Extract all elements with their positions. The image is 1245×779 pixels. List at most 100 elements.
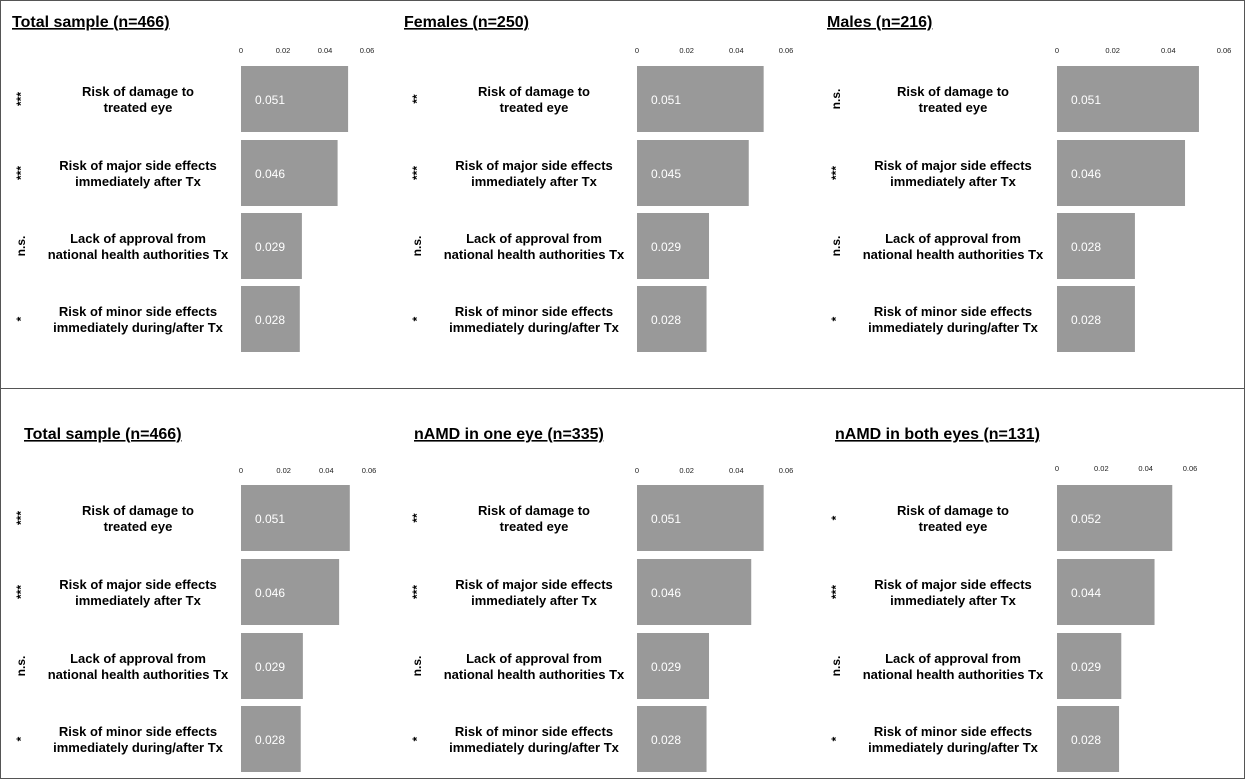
panel-title: Males (n=216): [827, 14, 932, 31]
category-label: treated eye: [104, 519, 173, 534]
data-label: 0.051: [651, 93, 681, 107]
significance-marker: ***: [14, 511, 28, 525]
bar: [637, 140, 749, 206]
panel-title: Total sample (n=466): [12, 14, 170, 31]
x-tick-label: 0.04: [729, 46, 744, 55]
category-label: Lack of approval from: [466, 651, 602, 666]
category-label: national health authorities Tx: [863, 667, 1044, 682]
x-tick-label: 0.04: [1161, 46, 1176, 55]
x-tick-label: 0.02: [276, 46, 291, 55]
category-label: Risk of minor side effects: [874, 724, 1032, 739]
bar: [1057, 66, 1199, 132]
category-label: national health authorities Tx: [48, 247, 229, 262]
category-label: Risk of damage to: [82, 84, 194, 99]
category-label: national health authorities Tx: [444, 247, 625, 262]
bar: [1057, 485, 1173, 551]
data-label: 0.045: [651, 167, 681, 181]
x-tick-label: 0.06: [779, 46, 794, 55]
data-label: 0.028: [255, 313, 285, 327]
category-label: Risk of major side effects: [874, 158, 1032, 173]
significance-marker: *: [14, 736, 28, 741]
bar: [637, 633, 710, 699]
category-label: Risk of damage to: [478, 503, 590, 518]
data-label: 0.052: [1071, 512, 1101, 526]
data-label: 0.051: [255, 512, 285, 526]
data-label: 0.051: [1071, 93, 1101, 107]
bar: [241, 140, 338, 206]
bar: [637, 706, 707, 772]
significance-marker: n.s.: [829, 89, 843, 110]
panel-title: nAMD in one eye (n=335): [414, 426, 604, 443]
data-label: 0.044: [1071, 586, 1101, 600]
category-label: immediately after Tx: [890, 593, 1016, 608]
panel-title: nAMD in both eyes (n=131): [835, 426, 1040, 443]
data-label: 0.028: [255, 733, 285, 747]
bar: [1057, 633, 1122, 699]
bar: [241, 559, 340, 625]
data-label: 0.028: [651, 733, 681, 747]
category-label: Risk of major side effects: [455, 577, 613, 592]
category-label: Lack of approval from: [885, 651, 1021, 666]
bar: [1057, 706, 1120, 772]
category-label: Lack of approval from: [70, 231, 206, 246]
significance-marker: n.s.: [14, 236, 28, 257]
x-tick-label: 0: [635, 46, 639, 55]
x-tick-label: 0.06: [362, 466, 377, 475]
significance-marker: **: [410, 94, 424, 104]
bar: [637, 66, 764, 132]
x-tick-label: 0.04: [729, 466, 744, 475]
x-tick-label: 0.02: [1094, 464, 1109, 473]
category-label: Lack of approval from: [885, 231, 1021, 246]
x-tick-label: 0: [1055, 46, 1059, 55]
data-label: 0.028: [651, 313, 681, 327]
category-label: Risk of damage to: [478, 84, 590, 99]
x-tick-label: 0.06: [1217, 46, 1232, 55]
bar: [241, 633, 303, 699]
bar: [637, 286, 707, 352]
chart-panel: Total sample (n=466) 0 0.02 0.04 0.06 0.051 Ri…: [12, 14, 374, 352]
category-label: Risk of minor side effects: [874, 304, 1032, 319]
data-label: 0.046: [255, 586, 285, 600]
category-label: immediately after Tx: [471, 593, 597, 608]
category-label: Lack of approval from: [70, 651, 206, 666]
data-label: 0.029: [1071, 660, 1101, 674]
significance-marker: ***: [14, 585, 28, 599]
data-label: 0.046: [651, 586, 681, 600]
bar: [1057, 559, 1155, 625]
data-label: 0.029: [651, 660, 681, 674]
category-label: immediately after Tx: [75, 593, 201, 608]
significance-marker: ***: [14, 92, 28, 106]
significance-marker: *: [14, 316, 28, 321]
bar: [1057, 213, 1135, 279]
x-tick-label: 0.06: [360, 46, 375, 55]
x-tick-label: 0.02: [1105, 46, 1120, 55]
chart-panel: nAMD in one eye (n=335) 0 0.02 0.04 0.06 0.05…: [410, 426, 793, 772]
category-label: immediately during/after Tx: [449, 740, 620, 755]
category-label: Risk of major side effects: [59, 158, 217, 173]
category-label: national health authorities Tx: [48, 667, 229, 682]
bar: [241, 213, 302, 279]
significance-marker: n.s.: [410, 656, 424, 677]
data-label: 0.051: [255, 93, 285, 107]
chart-panel: Females (n=250) 0 0.02 0.04 0.06 0.051 Risk of…: [404, 14, 793, 352]
category-label: Risk of damage to: [897, 503, 1009, 518]
x-tick-label: 0: [1055, 464, 1059, 473]
category-label: treated eye: [500, 100, 569, 115]
significance-marker: ***: [410, 585, 424, 599]
category-label: immediately during/after Tx: [449, 320, 620, 335]
x-tick-label: 0.02: [679, 46, 694, 55]
category-label: immediately during/after Tx: [868, 740, 1039, 755]
category-label: Risk of major side effects: [874, 577, 1032, 592]
chart-panel: Total sample (n=466) 0 0.02 0.04 0.06 0.051 Ri…: [14, 426, 376, 772]
x-tick-label: 0.04: [319, 466, 334, 475]
x-tick-label: 0.02: [276, 466, 291, 475]
x-tick-label: 0.04: [318, 46, 333, 55]
data-label: 0.029: [651, 240, 681, 254]
x-tick-label: 0: [239, 466, 243, 475]
data-label: 0.028: [1071, 733, 1101, 747]
category-label: Risk of damage to: [82, 503, 194, 518]
category-label: immediately after Tx: [75, 174, 201, 189]
data-label: 0.028: [1071, 240, 1101, 254]
category-label: Risk of minor side effects: [59, 724, 217, 739]
significance-marker: *: [829, 515, 843, 520]
